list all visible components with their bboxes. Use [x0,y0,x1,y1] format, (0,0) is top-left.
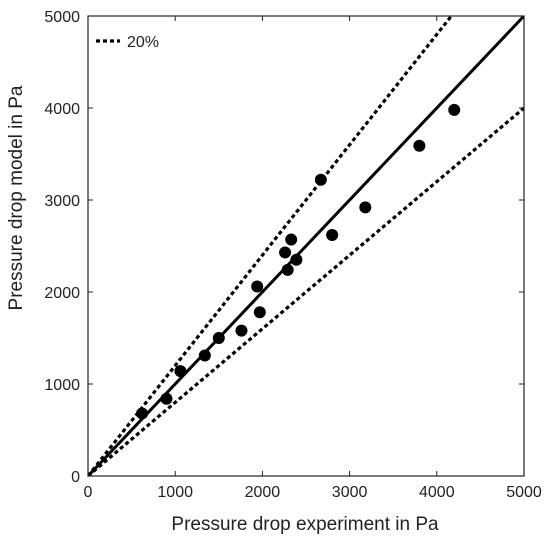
legend-label: 20% [127,34,159,51]
tick-labels: 0 1000 2000 3000 4000 5000 0 1000 2000 3000 4000 50… [44,9,541,501]
data-point [235,324,248,337]
plot-frame [87,15,525,477]
error-band-line-1 [88,16,453,476]
y-axis-label: Pressure drop model in Pa [6,85,27,310]
data-point [448,103,461,116]
tick-marks [87,15,525,477]
data-point [174,365,187,378]
y-tick-label: 3000 [44,193,80,210]
x-tick-label: 5000 [506,484,542,501]
parity-line [88,16,524,476]
legend: 20% [96,34,159,51]
data-point [326,228,339,241]
data-point [136,407,149,420]
x-tick-label: 3000 [332,484,368,501]
y-tick-label: 5000 [44,9,80,26]
x-tick-label: 0 [84,484,93,501]
x-axis-label: Pressure drop experiment in Pa [171,514,439,535]
data-point [279,246,292,259]
data-point [212,332,225,344]
data-point [253,306,266,319]
data-point [359,201,372,214]
x-tick-label: 2000 [245,484,281,501]
data-point [281,263,294,276]
x-tick-label: 4000 [419,484,455,501]
data-point [413,139,426,152]
x-tick-label: 1000 [157,484,193,501]
data-point [290,253,303,266]
data-point [314,173,327,186]
axes-frame [87,15,525,477]
y-tick-label: 1000 [44,377,80,394]
data-point [160,392,173,405]
y-tick-label: 2000 [44,285,80,302]
error-band-line-2 [88,106,524,476]
data-point [198,349,211,362]
y-tick-label: 4000 [44,101,80,118]
data-point [285,233,298,246]
y-tick-label: 0 [71,469,80,486]
plot-area [88,16,524,476]
data-point [251,280,264,293]
